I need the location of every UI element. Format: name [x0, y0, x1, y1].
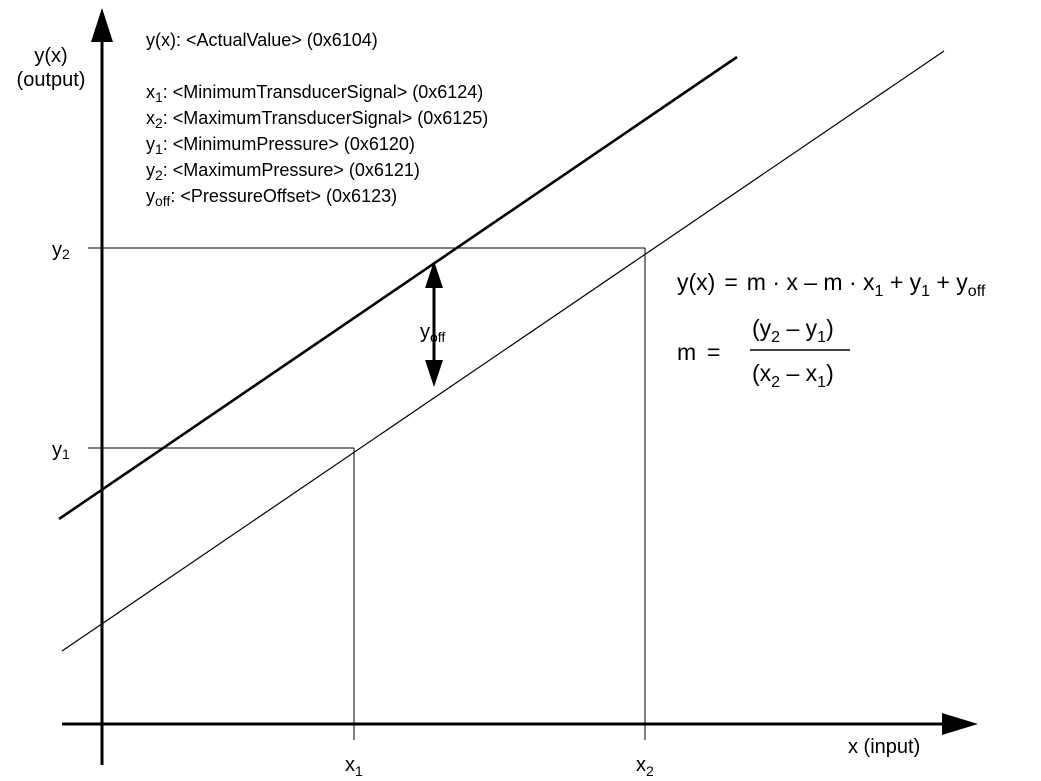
legend-item: x1: <MinimumTransducerSignal> (0x6124) [146, 82, 483, 105]
legend: y(x): <ActualValue> (0x6104) x1: <Minimu… [146, 30, 488, 209]
legend-item: y2: <MaximumPressure> (0x6121) [146, 160, 420, 183]
formula: y(x) = m · x – m · x1 + y1 + yoff m = (y2 … [677, 269, 986, 391]
offset-arrow-down-head [425, 360, 443, 387]
legend-item: x2: <MaximumTransducerSignal> (0x6125) [146, 108, 488, 131]
legend-item: y1: <MinimumPressure> (0x6120) [146, 134, 415, 157]
tick-x1: x1 [345, 754, 363, 779]
offset-line [58, 55, 738, 521]
formula-m-eq: = [707, 339, 720, 365]
tick-x2: x2 [636, 754, 654, 779]
x-axis-arrowhead [942, 713, 978, 735]
y-axis-arrowhead [91, 8, 113, 42]
formula-denominator: (x2 – x1) [752, 360, 834, 391]
offset-arrow-up-head [425, 261, 443, 288]
formula-line: y(x) = m · x – m · x1 + y1 + yoff [677, 269, 986, 300]
tick-y2: y2 [52, 239, 70, 262]
legend-item: yoff: <PressureOffset> (0x6123) [146, 186, 397, 209]
x-axis-label: x (input) [848, 736, 920, 758]
legend-item: y(x): <ActualValue> (0x6104) [146, 30, 378, 50]
formula-m: m [677, 339, 696, 365]
tick-y1: y1 [52, 439, 70, 462]
y-axis-label: y(x) [34, 45, 67, 67]
base-line [61, 50, 945, 652]
formula-numerator: (y2 – y1) [752, 315, 834, 346]
y-axis-label-sub: (output) [17, 69, 86, 91]
offset-label: yoff [420, 321, 445, 345]
